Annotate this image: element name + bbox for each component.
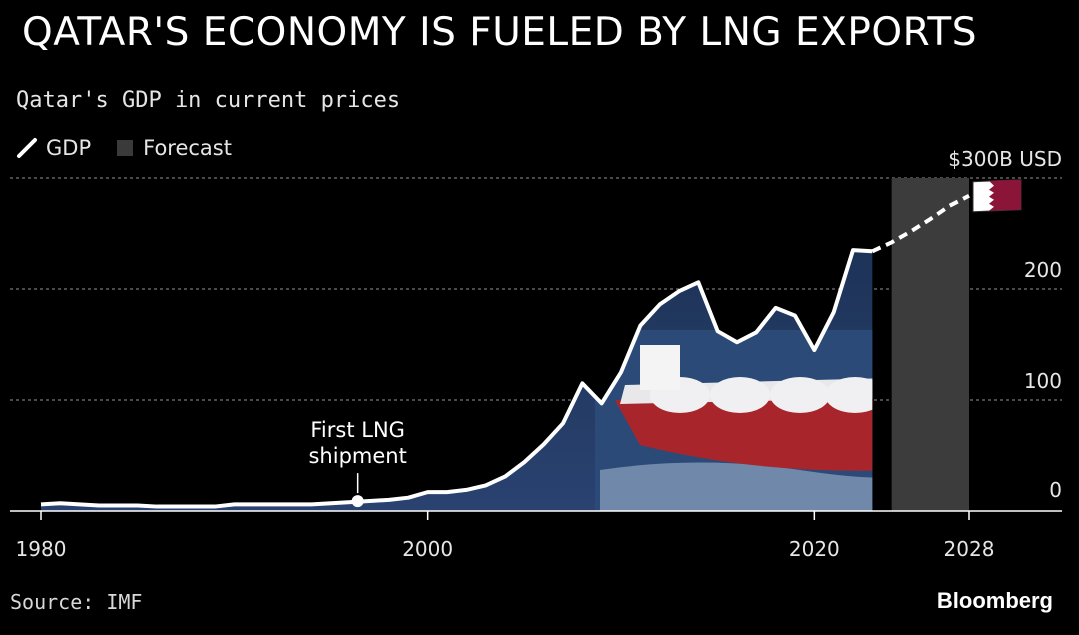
chart-title: QATAR'S ECONOMY IS FUELED BY LNG EXPORTS [22, 10, 977, 55]
gdp-line [40, 248, 873, 509]
legend: GDP Forecast [16, 136, 256, 160]
legend-label-forecast: Forecast [143, 136, 232, 160]
legend-item-forecast: Forecast [115, 136, 232, 160]
y-tick-label-100: 100 [1024, 369, 1062, 393]
y-tick-label-0: 0 [1049, 478, 1062, 502]
forecast-line [871, 193, 970, 254]
tank-shape-2 [770, 377, 830, 413]
x-tick-label-2020: 2020 [789, 537, 840, 561]
line-icon [17, 138, 37, 158]
legend-label-gdp: GDP [46, 136, 92, 160]
annotation-text-line-1: shipment [308, 444, 406, 468]
bridge-shape [640, 345, 680, 390]
x-tick-label-1980: 1980 [16, 537, 67, 561]
forecast-band [891, 178, 969, 511]
wave-shape [600, 462, 873, 511]
source-note: Source: IMF [10, 590, 143, 614]
flag-maroon [989, 179, 1021, 211]
x-tick-label-2028: 2028 [944, 537, 995, 561]
tank-shape-1 [710, 377, 770, 413]
x-axis: 1980 2000 2020 2028 [16, 511, 995, 561]
y-tick-label-300: $300B USD [948, 147, 1062, 171]
grid-lines [10, 177, 1062, 401]
y-tick-label-200: 200 [1024, 258, 1062, 282]
bloomberg-logo: Bloomberg [936, 588, 1053, 613]
x-tick-label-2000: 2000 [402, 537, 453, 561]
ship-photo [595, 330, 873, 511]
hull-shape [615, 395, 873, 471]
legend-item-gdp: GDP [16, 136, 91, 160]
annotation-text-line-0: First LNG [310, 418, 405, 442]
chart-subtitle: Qatar's GDP in current prices [16, 88, 401, 113]
y-axis: 0 100 200 $300B USD [948, 147, 1062, 502]
square-icon [117, 140, 134, 156]
annotation-dot [351, 495, 364, 508]
tank-shape-3 [825, 377, 873, 413]
qatar-flag-icon [972, 179, 1022, 213]
